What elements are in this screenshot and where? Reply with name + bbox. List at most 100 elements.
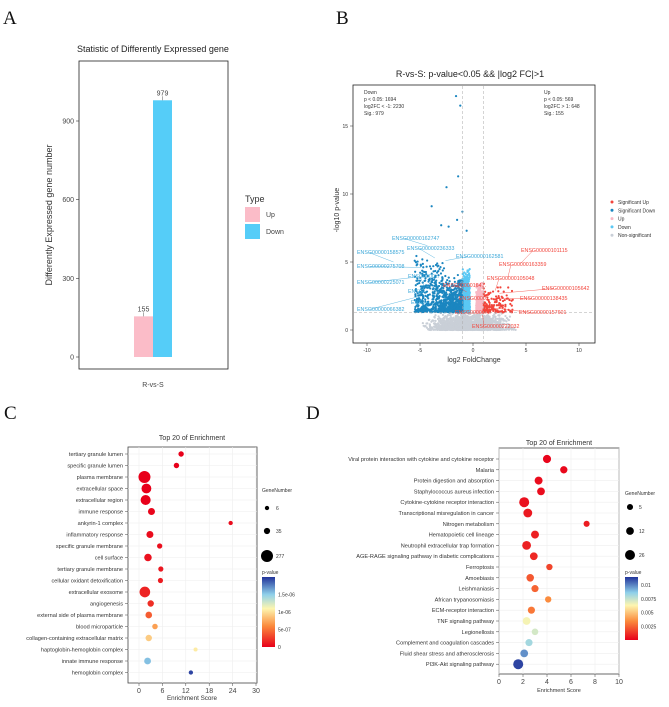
term-label: Staphylococcus aureus infection [414, 489, 494, 495]
colorbar-tick-label: 1e-06 [278, 610, 291, 616]
point-significant-down [436, 310, 439, 314]
point-significant-down [416, 282, 419, 285]
point-significant-up [487, 292, 490, 295]
term-dot [152, 623, 158, 630]
point-significant-down [441, 261, 444, 265]
point-significant-down [433, 290, 436, 293]
point-non-significant [493, 320, 496, 324]
legend-dot [610, 233, 614, 237]
point-significant-down [449, 290, 452, 293]
term-label: tertiary granule lumen [69, 452, 123, 458]
point-significant-down [434, 310, 437, 314]
term-label: external side of plasma membrane [37, 613, 123, 619]
legend-label: Non-significant [618, 233, 652, 239]
point-significant-up [497, 294, 500, 298]
term-label: Ferroptosis [466, 565, 494, 571]
point-non-significant [473, 322, 476, 326]
point-non-significant [441, 319, 444, 322]
point-significant-down [438, 281, 441, 284]
legend-label: Significant Up [618, 200, 649, 206]
term-dot [139, 586, 151, 598]
point-down [463, 308, 466, 311]
point-down [464, 279, 467, 283]
point-non-significant [454, 317, 457, 321]
point-non-significant [478, 320, 481, 323]
point-significant-down [440, 309, 443, 313]
point-significant-down [438, 268, 441, 271]
gene-label: ENSG00000... [455, 310, 489, 316]
point-non-significant [494, 315, 497, 318]
point-non-significant [494, 324, 497, 327]
up-stats-text: p < 0.05: 569 [544, 97, 574, 103]
point-non-significant [462, 316, 466, 319]
point-significant-down [414, 289, 417, 292]
point-non-significant [500, 328, 504, 331]
point-significant-down [446, 309, 449, 312]
term-dot [531, 530, 539, 539]
term-dot [545, 596, 552, 603]
point-non-significant [492, 316, 495, 320]
point-non-significant [434, 314, 437, 317]
point-significant-down [440, 224, 443, 227]
size-legend-label: 12 [639, 529, 645, 535]
point-non-significant [446, 325, 449, 328]
point-significant-up [490, 297, 493, 300]
point-non-significant [441, 317, 444, 321]
point-non-significant [427, 328, 430, 331]
term-dot [583, 520, 590, 527]
point-significant-down [426, 284, 430, 287]
point-significant-down [452, 284, 455, 288]
point-non-significant [494, 317, 497, 320]
point-non-significant [502, 328, 505, 331]
point-significant-down [437, 297, 440, 300]
point-significant-down [432, 303, 436, 306]
point-significant-down [444, 274, 447, 278]
term-dot [520, 649, 529, 658]
point-non-significant [469, 324, 472, 327]
point-significant-down [459, 279, 462, 282]
point-non-significant [466, 314, 469, 317]
x-tick-label: 0 [137, 688, 141, 695]
term-dot [141, 483, 152, 494]
point-non-significant [512, 326, 516, 329]
point-significant-down [429, 287, 432, 290]
point-significant-down [431, 284, 434, 287]
point-down [467, 272, 471, 275]
point-significant-up [493, 298, 497, 301]
point-non-significant [465, 317, 468, 320]
point-significant-down [459, 104, 462, 107]
point-non-significant [433, 322, 436, 326]
point-significant-down [441, 276, 444, 279]
point-significant-down [436, 262, 439, 265]
point-significant-up [485, 303, 488, 306]
x-tick-label: 8 [593, 679, 597, 686]
term-dot [513, 659, 524, 670]
point-significant-up [499, 286, 502, 289]
point-significant-up [500, 295, 503, 298]
point-non-significant [443, 327, 446, 330]
point-significant-down [447, 276, 450, 279]
point-non-significant [471, 316, 474, 320]
kegg-enrichment-panel: Top 20 of Enrichment Enrichment Score Ge… [348, 440, 656, 694]
term-label: Legionellosis [462, 630, 495, 636]
point-non-significant [508, 324, 511, 327]
gene-label: ENSG00000138435 [520, 296, 567, 302]
term-label: African trypanosomiasis [435, 597, 495, 603]
point-down [466, 297, 470, 300]
point-non-significant [486, 314, 489, 317]
point-non-significant [469, 316, 472, 319]
point-non-significant [451, 317, 454, 321]
point-down [462, 304, 466, 308]
point-non-significant [460, 313, 463, 317]
point-non-significant [437, 315, 440, 318]
point-non-significant [456, 317, 459, 321]
point-significant-down [428, 265, 432, 268]
x-tick-label: 24 [229, 688, 237, 695]
point-significant-down [437, 304, 440, 307]
point-non-significant [485, 324, 488, 327]
point-significant-down [435, 288, 438, 291]
point-significant-down [427, 280, 430, 283]
point-up [475, 292, 479, 296]
gene-label: ENSG00000105048 [487, 276, 534, 282]
